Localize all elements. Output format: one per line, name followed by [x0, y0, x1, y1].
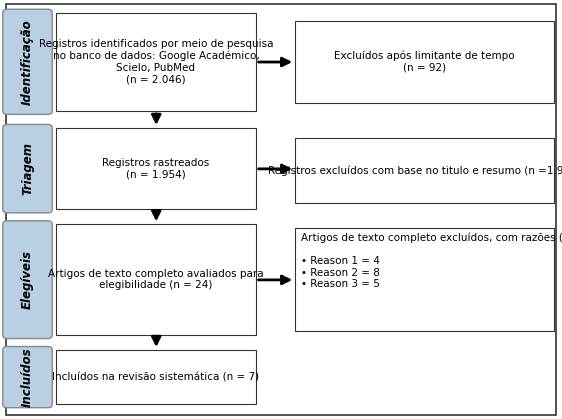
Bar	[56, 350, 256, 404]
Text: Registros excluídos com base no titulo e resumo (n =1.930): Registros excluídos com base no titulo e…	[268, 166, 562, 176]
Text: Identificação: Identificação	[21, 19, 34, 105]
Bar	[295, 21, 554, 103]
Text: Incluídos na revisão sistemática (n = 7): Incluídos na revisão sistemática (n = 7)	[52, 372, 260, 382]
Bar	[295, 138, 554, 203]
Text: Excluídos após limitante de tempo
(n = 92): Excluídos após limitante de tempo (n = 9…	[334, 51, 515, 73]
Bar	[56, 13, 256, 111]
FancyBboxPatch shape	[3, 9, 52, 114]
Text: Artigos de texto completo avaliados para
elegibilidade (n = 24): Artigos de texto completo avaliados para…	[48, 269, 264, 290]
Bar	[295, 228, 554, 331]
FancyBboxPatch shape	[3, 124, 52, 213]
Text: Artigos de texto completo excluídos, com razões (n = 17)

• Reason 1 = 4
• Reaso: Artigos de texto completo excluídos, com…	[301, 233, 562, 290]
Text: Registros identificados por meio de pesquisa
no banco de dados: Google Académico: Registros identificados por meio de pesq…	[39, 39, 273, 85]
Text: Incluídos: Incluídos	[21, 347, 34, 407]
Bar	[56, 224, 256, 335]
FancyBboxPatch shape	[3, 221, 52, 339]
Text: Triagem: Triagem	[21, 142, 34, 195]
FancyBboxPatch shape	[3, 347, 52, 408]
Bar	[56, 128, 256, 210]
Text: Elegíveis: Elegíveis	[21, 250, 34, 309]
Text: Registros rastreados
(n = 1.954): Registros rastreados (n = 1.954)	[102, 158, 210, 179]
